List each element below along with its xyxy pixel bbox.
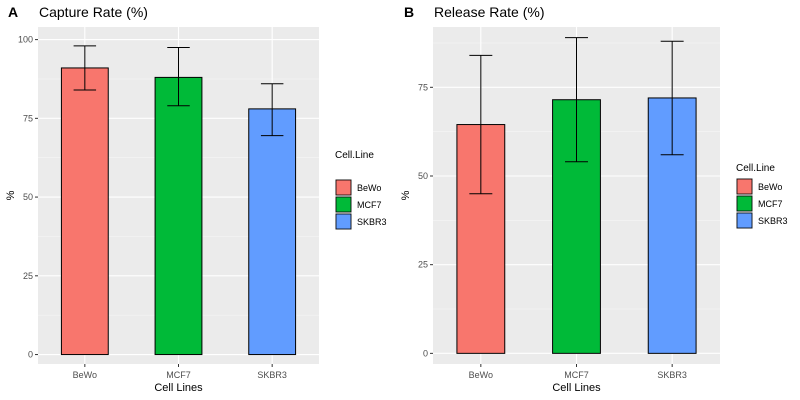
x-tick-label: MCF7	[564, 370, 589, 380]
error-bar-bewo	[73, 45, 97, 91]
legend: Cell.Line BeWo MCF7 SKBR3	[736, 163, 788, 229]
bar-mcf7	[154, 76, 203, 356]
error-bar-mcf7	[565, 37, 588, 163]
y-tick-label: 50	[23, 192, 33, 202]
y-tick-label: 25	[418, 260, 428, 270]
legend-swatch-mcf7	[335, 196, 352, 213]
chart-panel-a: A Capture Rate (%) 0 25 50 75 100 BeWo MCF7 SKBR3…	[5, 4, 387, 394]
legend-swatch-bewo	[335, 179, 352, 196]
legend-label: BeWo	[357, 183, 381, 193]
legend-swatch-bewo	[736, 178, 753, 195]
legend-label: MCF7	[357, 200, 382, 210]
y-tick-label: 75	[418, 82, 428, 92]
x-tick-label: SKBR3	[257, 370, 287, 380]
legend-swatch-mcf7	[736, 195, 753, 212]
chart-title: Release Rate (%)	[434, 4, 545, 20]
y-tick-label: 0	[423, 348, 428, 358]
x-tick-label: BeWo	[469, 370, 493, 380]
y-tick-label: 0	[28, 350, 33, 360]
legend-label: SKBR3	[357, 217, 387, 227]
legend-title: Cell.Line	[736, 163, 775, 174]
error-bar-skbr3	[660, 40, 684, 156]
x-axis-title: Cell Lines	[552, 382, 601, 394]
x-axis-title: Cell Lines	[154, 382, 203, 394]
legend: Cell.Line BeWo MCF7 SKBR3	[335, 150, 387, 230]
x-tick-label: SKBR3	[657, 370, 687, 380]
y-tick-label: 100	[18, 35, 33, 45]
legend-label: BeWo	[758, 182, 782, 192]
legend-label: SKBR3	[758, 216, 788, 226]
x-tick-label: MCF7	[166, 370, 191, 380]
panel-letter: A	[8, 4, 18, 20]
y-tick-label: 25	[23, 271, 33, 281]
error-bar-bewo	[469, 54, 493, 195]
error-bar-mcf7	[167, 46, 190, 107]
x-tick-label: BeWo	[73, 370, 97, 380]
legend-label: MCF7	[758, 199, 783, 209]
y-axis-title: %	[5, 190, 17, 200]
error-bar-skbr3	[260, 83, 284, 137]
chart-title: Capture Rate (%)	[39, 4, 148, 20]
y-tick-label: 50	[418, 171, 428, 181]
panel-letter: B	[404, 4, 414, 20]
y-axis-title: %	[400, 190, 412, 200]
bar-bewo	[60, 67, 109, 356]
y-tick-label: 75	[23, 113, 33, 123]
bar-skbr3	[248, 108, 297, 356]
legend-swatch-skbr3	[736, 212, 753, 229]
legend-title: Cell.Line	[335, 150, 374, 161]
legend-swatch-skbr3	[335, 213, 352, 230]
